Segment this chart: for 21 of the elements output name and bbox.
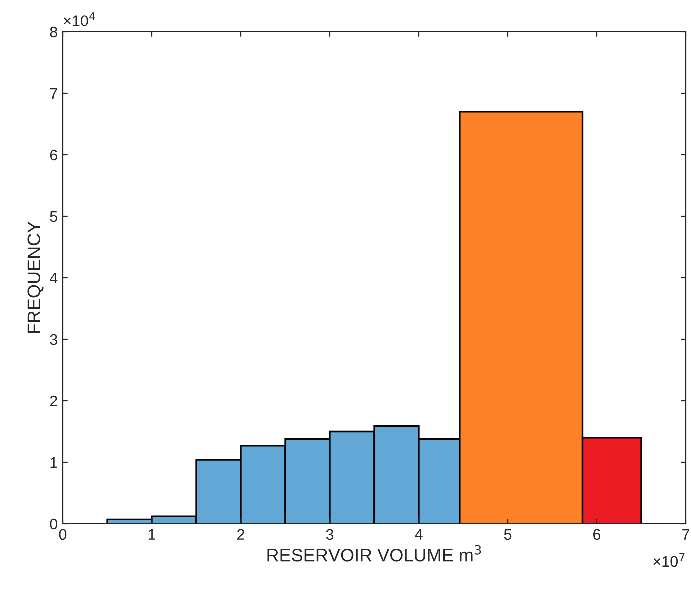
- x-tick-label: 6: [594, 529, 601, 540]
- x-tick-label: 1: [148, 529, 156, 540]
- x-tick-label: 7: [682, 529, 690, 540]
- y-tick-label: 5: [50, 212, 58, 222]
- x-tick-label: 0: [59, 529, 67, 540]
- text: ×10$^{7}$: [654, 553, 685, 568]
- y-tick-label: 3: [50, 334, 58, 346]
- y-tick-label: 6: [50, 150, 58, 161]
- x-tick-label: 4: [415, 529, 423, 540]
- x-tick-label: 3: [326, 529, 334, 540]
- y-axis-title: FREQUENCY: [28, 222, 44, 334]
- y-tick-label: 8: [50, 26, 58, 38]
- y-tick-label: 0: [50, 518, 58, 530]
- y-tick-label: 2: [50, 396, 58, 407]
- y-tick-label: 7: [50, 88, 58, 100]
- x-tick-label: 2: [238, 529, 244, 540]
- x-tick-label: 5: [504, 529, 512, 540]
- text: ×10$^{4}$: [64, 12, 96, 26]
- x-axis-title: RESERVOIR VOLUME m$^{3}$: [268, 545, 482, 562]
- y-tick-label: 4: [50, 273, 58, 284]
- y-tick-label: 1: [50, 458, 58, 468]
